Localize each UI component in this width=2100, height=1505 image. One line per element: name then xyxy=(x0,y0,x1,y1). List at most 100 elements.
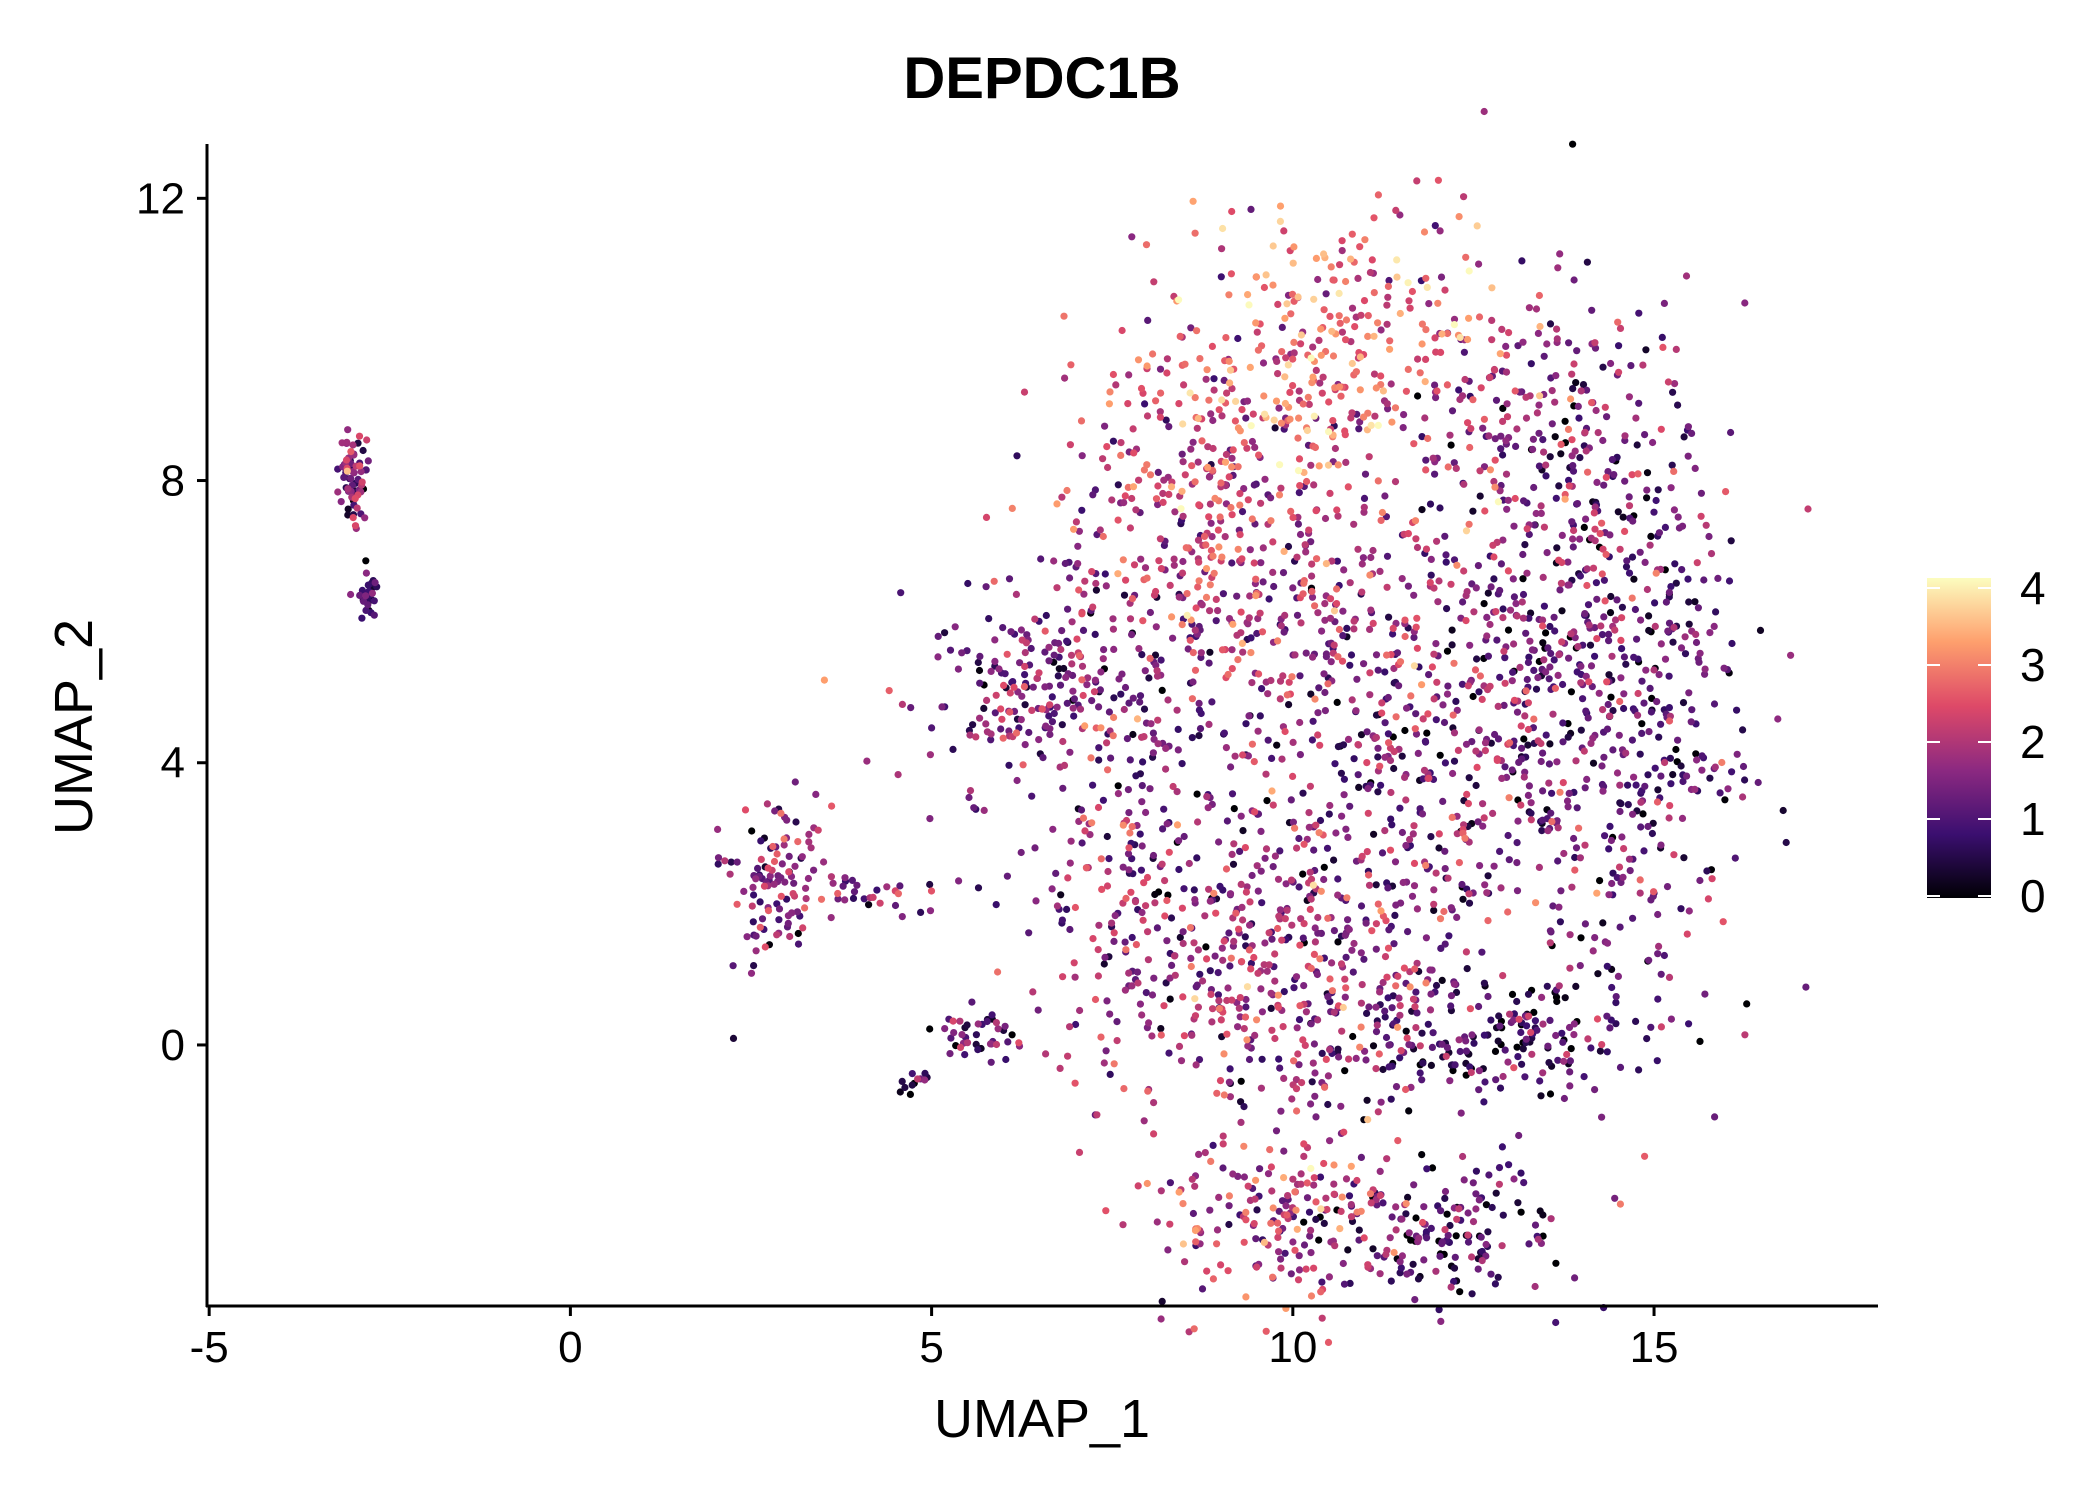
data-point xyxy=(1548,387,1556,395)
data-point xyxy=(1268,1026,1276,1034)
data-point xyxy=(1489,541,1497,549)
data-point xyxy=(1274,1233,1282,1241)
data-point xyxy=(805,838,813,846)
data-point xyxy=(1016,659,1024,667)
data-point xyxy=(1066,748,1074,756)
data-point xyxy=(1456,333,1464,342)
data-point xyxy=(860,895,868,903)
data-point xyxy=(1339,741,1348,749)
data-point xyxy=(1158,860,1166,868)
data-point xyxy=(1453,830,1461,838)
data-point xyxy=(1008,1031,1016,1039)
data-point xyxy=(1636,876,1644,884)
data-point xyxy=(1513,708,1522,716)
data-point xyxy=(1179,420,1187,428)
data-point xyxy=(1657,1023,1665,1031)
data-point xyxy=(1089,781,1097,789)
data-point xyxy=(1490,862,1498,870)
data-point xyxy=(1480,415,1488,423)
data-point xyxy=(1469,507,1477,515)
data-point xyxy=(986,1040,995,1048)
data-point xyxy=(1078,839,1086,847)
data-point xyxy=(1029,988,1037,996)
data-point xyxy=(1370,289,1378,297)
data-point xyxy=(1334,938,1342,946)
data-point xyxy=(778,860,786,868)
data-point xyxy=(1426,500,1435,508)
data-point xyxy=(780,835,788,843)
data-point xyxy=(1307,1292,1316,1300)
data-point xyxy=(1415,1234,1423,1242)
data-point xyxy=(1333,506,1341,514)
data-point xyxy=(1427,990,1435,998)
data-point xyxy=(1424,710,1432,718)
data-point xyxy=(1537,502,1545,510)
data-point xyxy=(1261,854,1269,862)
data-point xyxy=(1385,276,1393,285)
data-point xyxy=(1435,830,1443,838)
data-point xyxy=(1412,623,1420,631)
data-point xyxy=(1524,725,1532,734)
data-point xyxy=(1577,662,1585,670)
data-point xyxy=(1207,410,1215,418)
data-point xyxy=(1324,1100,1332,1109)
data-point xyxy=(1641,782,1649,790)
data-point xyxy=(1175,1042,1184,1050)
data-point xyxy=(1214,991,1222,999)
data-point xyxy=(1293,844,1301,852)
data-point xyxy=(1589,947,1597,955)
data-point xyxy=(362,592,370,600)
data-point xyxy=(1326,1046,1334,1054)
data-point xyxy=(1235,925,1243,933)
data-point xyxy=(1167,914,1176,922)
data-point xyxy=(1551,398,1559,406)
data-point xyxy=(1542,461,1550,469)
data-point xyxy=(1299,870,1307,878)
data-point xyxy=(1104,766,1112,774)
data-point xyxy=(1164,891,1172,899)
data-point xyxy=(1247,959,1255,968)
data-point xyxy=(1558,607,1566,615)
data-point xyxy=(1402,841,1410,850)
data-point xyxy=(1406,983,1414,991)
data-point xyxy=(1534,329,1542,337)
data-point xyxy=(1109,625,1117,633)
data-point xyxy=(1243,1036,1251,1044)
data-point xyxy=(1409,1260,1417,1268)
data-point xyxy=(1154,740,1162,748)
data-point xyxy=(1490,553,1498,561)
data-point xyxy=(1430,900,1438,908)
data-point xyxy=(1219,224,1227,233)
data-point xyxy=(1537,509,1545,517)
data-point xyxy=(1303,1179,1311,1187)
data-point xyxy=(814,826,822,834)
data-point xyxy=(1195,1150,1203,1158)
data-point xyxy=(1496,487,1504,495)
data-point xyxy=(1497,560,1505,568)
data-point xyxy=(1497,432,1505,440)
data-point xyxy=(1252,1235,1260,1243)
data-point xyxy=(1110,694,1118,702)
data-point xyxy=(1538,993,1546,1002)
data-point xyxy=(1198,437,1206,445)
data-point xyxy=(1547,809,1555,817)
data-point xyxy=(752,932,760,940)
data-point xyxy=(1488,336,1496,344)
data-point xyxy=(976,679,984,687)
data-point xyxy=(1704,895,1712,903)
data-point xyxy=(1437,1317,1445,1325)
data-point xyxy=(1410,822,1418,830)
data-point xyxy=(1263,967,1271,975)
data-point xyxy=(1231,417,1239,425)
data-point xyxy=(1302,548,1310,556)
data-point xyxy=(783,895,791,903)
data-point xyxy=(1554,264,1562,272)
data-point xyxy=(721,857,729,865)
data-point xyxy=(1199,977,1207,985)
data-point xyxy=(1460,567,1468,575)
data-point xyxy=(1410,440,1418,448)
data-point xyxy=(1240,439,1248,447)
data-point xyxy=(1680,433,1688,441)
data-point xyxy=(1139,617,1147,625)
data-point xyxy=(1447,441,1455,449)
